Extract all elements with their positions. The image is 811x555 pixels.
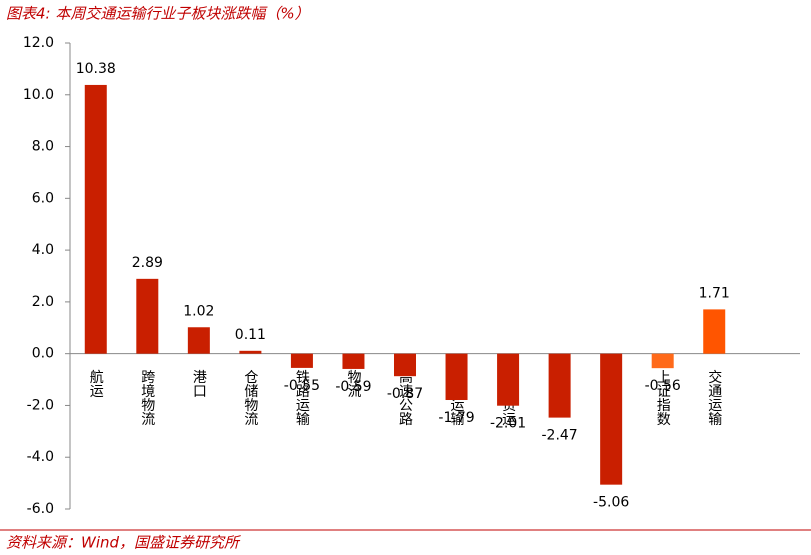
source: 资料来源：Wind，国盛证券研究所 bbox=[6, 534, 241, 552]
bar bbox=[136, 278, 159, 354]
value-label: -2.01 bbox=[490, 416, 526, 432]
y-tick-label: 4.0 bbox=[32, 242, 54, 258]
value-label: 1.02 bbox=[183, 303, 214, 319]
x-tick-label: 铁路运输 bbox=[294, 370, 310, 426]
bar bbox=[548, 353, 571, 418]
value-label: -0.56 bbox=[645, 378, 681, 394]
x-tick-label: 仓储物流 bbox=[242, 370, 258, 427]
value-label: -5.06 bbox=[593, 495, 629, 511]
value-label: -0.87 bbox=[387, 386, 423, 402]
bar bbox=[445, 353, 468, 401]
x-tick-label: 航运 bbox=[88, 370, 104, 399]
y-tick-label: -6.0 bbox=[27, 501, 54, 517]
bar bbox=[290, 353, 313, 368]
bar bbox=[600, 353, 623, 485]
value-label: 0.11 bbox=[235, 327, 266, 343]
value-label: -0.59 bbox=[335, 379, 371, 395]
bar bbox=[651, 353, 674, 369]
y-tick-label: -2.0 bbox=[27, 397, 54, 413]
value-label: 2.89 bbox=[132, 255, 163, 271]
bar bbox=[703, 309, 726, 354]
y-tick-label: 12.0 bbox=[23, 35, 54, 51]
y-tick-label: 6.0 bbox=[32, 190, 54, 206]
bar bbox=[342, 353, 365, 369]
bar bbox=[497, 353, 520, 406]
y-tick-label: 10.0 bbox=[23, 87, 54, 103]
x-tick-label: 交通运输 bbox=[706, 369, 722, 426]
bar bbox=[187, 327, 210, 354]
value-label: -0.55 bbox=[284, 378, 320, 394]
y-tick-label: 0.0 bbox=[32, 346, 54, 362]
x-tick-label: 上证指数 bbox=[655, 370, 671, 426]
x-tick-label: 高速公路 bbox=[397, 369, 413, 426]
y-tick-label: -4.0 bbox=[27, 449, 54, 465]
x-tick-label: 物流 bbox=[345, 370, 361, 399]
bar bbox=[394, 353, 416, 377]
value-label: 1.71 bbox=[699, 285, 730, 301]
y-tick-label: 8.0 bbox=[32, 139, 54, 155]
chart-title: 图表4: 本周交通运输行业子板块涨跌幅（%） bbox=[6, 5, 310, 23]
y-tick-label: 2.0 bbox=[32, 294, 54, 310]
x-tick-label: 港口 bbox=[191, 370, 207, 398]
value-label: 10.38 bbox=[76, 61, 116, 77]
value-label: -2.47 bbox=[541, 428, 577, 444]
x-tick-label: 跨境物流 bbox=[139, 370, 155, 427]
bar bbox=[84, 84, 107, 354]
bar bbox=[239, 350, 262, 354]
value-label: -1.79 bbox=[438, 410, 474, 426]
